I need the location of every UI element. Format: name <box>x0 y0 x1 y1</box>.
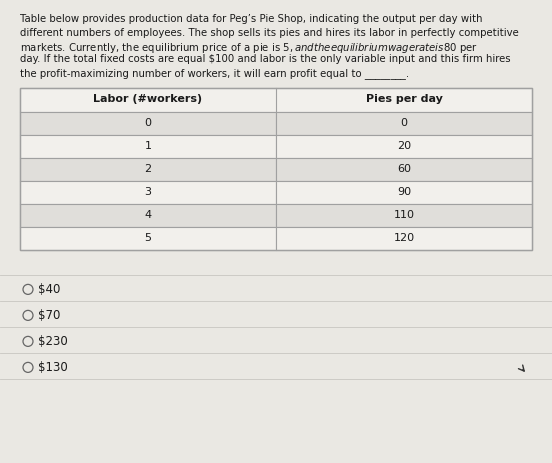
Bar <box>20 112 276 134</box>
Text: $230: $230 <box>38 335 68 348</box>
Text: 5: 5 <box>145 233 151 243</box>
Text: 3: 3 <box>145 187 151 197</box>
Text: 120: 120 <box>394 233 415 243</box>
Bar <box>20 204 276 226</box>
Text: Labor (#workers): Labor (#workers) <box>93 94 203 105</box>
Bar <box>20 88 532 250</box>
Text: $70: $70 <box>38 309 60 322</box>
Bar <box>20 134 276 157</box>
Text: day. If the total fixed costs are equal $100 and labor is the only variable inpu: day. If the total fixed costs are equal … <box>20 55 511 64</box>
Text: $40: $40 <box>38 283 60 296</box>
Bar <box>20 226 276 250</box>
Bar <box>276 204 532 226</box>
Bar <box>276 226 532 250</box>
Text: 0: 0 <box>145 118 151 128</box>
Text: 2: 2 <box>145 164 152 174</box>
Bar <box>20 88 532 112</box>
Text: markets. Currently, the equilibrium price of a pie is $5, and the equilibrium wa: markets. Currently, the equilibrium pric… <box>20 41 478 55</box>
Text: $130: $130 <box>38 361 68 374</box>
Bar <box>20 181 276 204</box>
Bar <box>276 181 532 204</box>
Text: 20: 20 <box>397 141 411 151</box>
Bar <box>276 112 532 134</box>
Text: different numbers of employees. The shop sells its pies and hires its labor in p: different numbers of employees. The shop… <box>20 27 519 38</box>
Bar <box>276 134 532 157</box>
Text: 4: 4 <box>145 210 152 220</box>
Bar <box>276 157 532 181</box>
Text: 1: 1 <box>145 141 151 151</box>
Bar <box>20 88 532 250</box>
Text: 110: 110 <box>394 210 415 220</box>
Text: 60: 60 <box>397 164 411 174</box>
Text: 90: 90 <box>397 187 411 197</box>
Text: Pies per day: Pies per day <box>365 94 443 105</box>
Text: 0: 0 <box>401 118 407 128</box>
Bar <box>20 157 276 181</box>
Text: the profit-maximizing number of workers, it will earn profit equal to ________.: the profit-maximizing number of workers,… <box>20 68 409 79</box>
Text: Table below provides production data for Peg’s Pie Shop, indicating the output p: Table below provides production data for… <box>20 14 482 24</box>
